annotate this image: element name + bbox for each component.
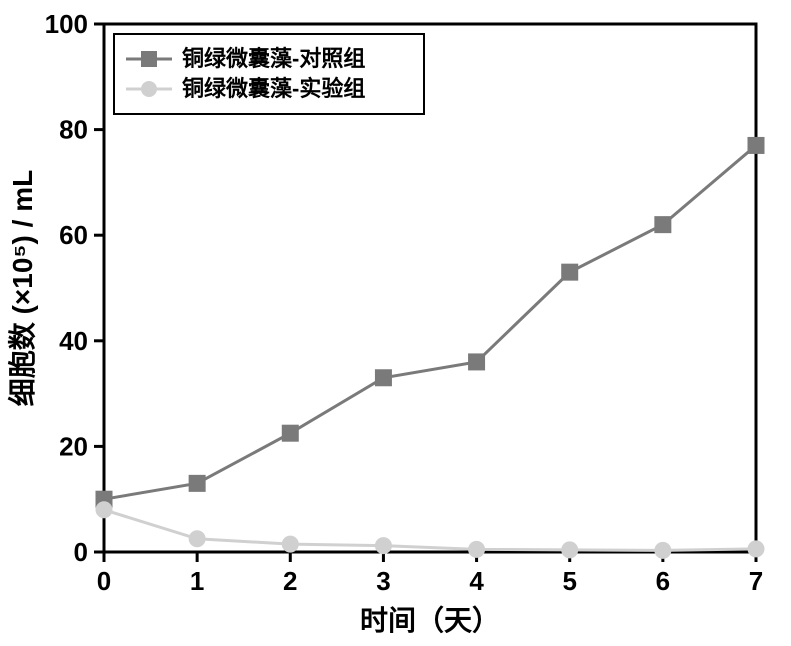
y-tick-label: 80 (59, 115, 88, 145)
circle-marker (562, 542, 578, 558)
circle-marker (375, 538, 391, 554)
circle-marker (655, 542, 671, 558)
circle-marker (282, 536, 298, 552)
circle-marker (96, 502, 112, 518)
y-tick-label: 60 (59, 220, 88, 250)
y-tick-label: 0 (74, 537, 88, 567)
square-marker (469, 354, 485, 370)
legend-square-icon (141, 51, 157, 67)
x-axis-title: 时间（天） (360, 604, 500, 636)
line-chart: 0 1 2 3 4 5 6 7 时间（天） 0 20 40 60 80 100 细胞数 (×10⁵) / mL… (0, 0, 791, 646)
circle-marker (189, 531, 205, 547)
x-tick-label: 1 (190, 566, 204, 596)
x-tick-label: 4 (469, 566, 484, 596)
chart-container: 0 1 2 3 4 5 6 7 时间（天） 0 20 40 60 80 100 细胞数 (×10⁵) / mL… (0, 0, 791, 646)
x-tick-label: 5 (562, 566, 576, 596)
x-tick-label: 7 (749, 566, 763, 596)
square-marker (748, 137, 764, 153)
legend-circle-icon (141, 81, 157, 97)
square-marker (655, 217, 671, 233)
legend-label: 铜绿微囊藻-实验组 (182, 76, 365, 101)
x-tick-label: 2 (283, 566, 297, 596)
square-marker (562, 264, 578, 280)
circle-marker (469, 541, 485, 557)
square-marker (282, 425, 298, 441)
y-axis-title: 细胞数 (×10⁵) / mL (6, 170, 38, 406)
square-marker (189, 475, 205, 491)
y-tick-label: 20 (59, 431, 88, 461)
square-marker (375, 370, 391, 386)
y-tick-label: 40 (59, 326, 88, 356)
y-tick-label: 100 (45, 9, 88, 39)
x-tick-label: 3 (376, 566, 390, 596)
circle-marker (748, 541, 764, 557)
x-tick-label: 6 (656, 566, 670, 596)
x-tick-label: 0 (97, 566, 111, 596)
legend-label: 铜绿微囊藻-对照组 (182, 46, 365, 71)
